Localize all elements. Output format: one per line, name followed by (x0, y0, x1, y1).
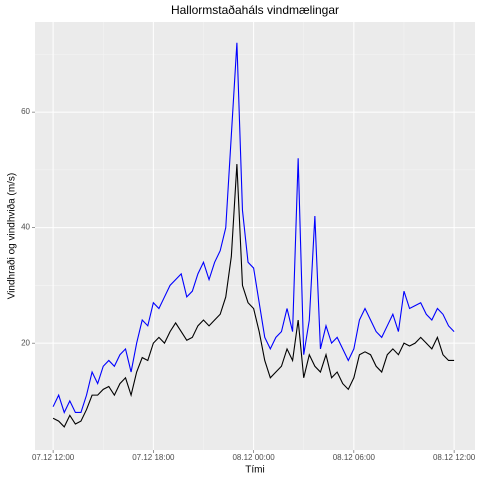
y-tick-label: 40 (21, 223, 30, 232)
series-line (52, 164, 455, 428)
chart-title: Hallormstaðaháls vindmælingar (171, 3, 339, 17)
plot-panel (35, 22, 475, 450)
x-tick-label: 07.12 12:00 (32, 453, 75, 462)
x-tick-label: 08.12 12:00 (433, 453, 476, 462)
y-tick-label: 60 (21, 107, 30, 116)
series-line (52, 42, 455, 414)
x-tick-label: 07.12 18:00 (132, 453, 175, 462)
y-tick-label: 20 (21, 338, 30, 347)
x-tick-label: 08.12 06:00 (333, 453, 376, 462)
y-axis-title: Vindhraði og vindhviða (m/s) (6, 173, 18, 300)
x-tick-label: 08.12 00:00 (232, 453, 275, 462)
x-axis-title: Tími (245, 465, 264, 476)
